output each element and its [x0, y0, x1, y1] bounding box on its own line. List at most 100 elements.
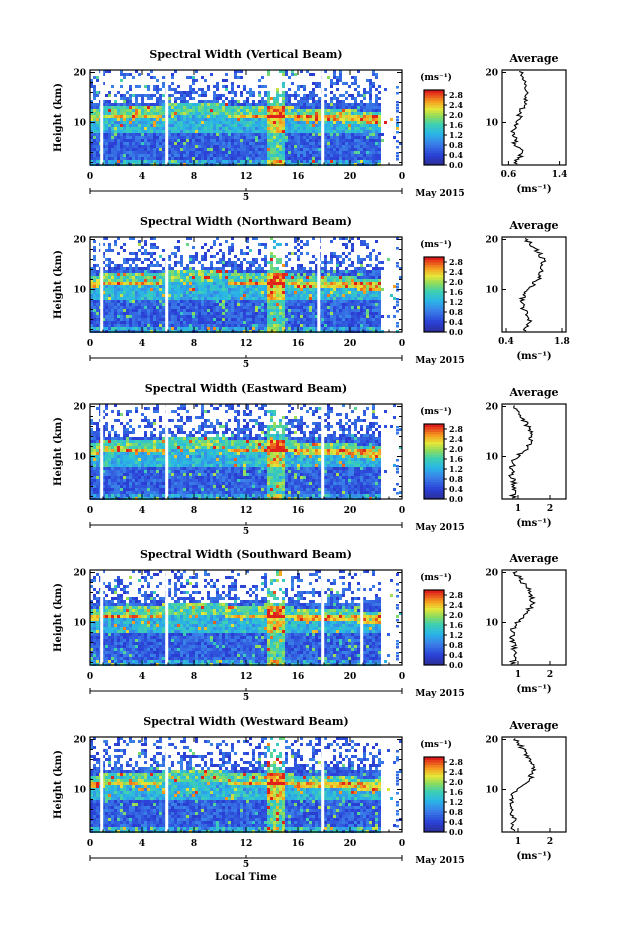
- colorbar-tick: 2.8: [449, 757, 463, 767]
- colorbar-tick: 0.8: [449, 807, 463, 817]
- colorbar-tick: 1.2: [449, 130, 463, 140]
- panel-title: Spectral Width (Northward Beam): [140, 215, 352, 228]
- x-tick-label: 4: [139, 172, 145, 182]
- data-gap: [165, 237, 169, 332]
- colorbar-tick: 0.4: [449, 484, 463, 494]
- data-gap: [165, 737, 169, 832]
- date-label: May 2015: [415, 689, 464, 699]
- heatmap-field: [90, 404, 402, 500]
- x-tick-label: 16: [292, 506, 305, 516]
- x-tick-label: 20: [344, 839, 357, 849]
- profile-line: [518, 238, 547, 332]
- panel-4: Spectral Width (Westward Beam)2010Height…: [53, 715, 567, 883]
- profile-line: [510, 70, 529, 165]
- profile-y-tick: 10: [485, 119, 498, 129]
- colorbar-tick: 2.0: [449, 277, 463, 287]
- y-tick-label: 20: [73, 736, 86, 746]
- x-tick-label: 4: [139, 839, 145, 849]
- x-tick-label: 12: [240, 839, 253, 849]
- profile-title: Average: [508, 552, 558, 565]
- y-tick-label: 20: [73, 236, 86, 246]
- x-tick-label: 20: [344, 672, 357, 682]
- x-axis-label: Local Time: [215, 872, 277, 883]
- x-tick-label: 16: [292, 172, 305, 182]
- x-tick-label: 12: [240, 506, 253, 516]
- data-gap: [100, 404, 104, 499]
- x-tick-label: 8: [191, 672, 197, 682]
- colorbar-tick: 0.0: [449, 827, 463, 837]
- x-tick-label: 0: [87, 839, 93, 849]
- date-tick-label: 5: [243, 860, 249, 870]
- data-gap: [100, 570, 104, 665]
- date-tick-label: 5: [243, 693, 249, 703]
- average-profile: Average 20 10 1 2 (ms⁻¹): [485, 386, 567, 529]
- data-gap: [165, 70, 169, 165]
- x-tick-label: 8: [191, 339, 197, 349]
- x-tick-label: 4: [139, 339, 145, 349]
- x-tick-label: 0: [399, 172, 405, 182]
- profile-y-tick: 20: [485, 736, 498, 746]
- profile-y-tick: 20: [485, 569, 498, 579]
- profile-x-tick: 1: [515, 670, 521, 680]
- panel-title: Spectral Width (Eastward Beam): [145, 382, 347, 395]
- panel-0: Spectral Width (Vertical Beam) 20 10 Height…: [53, 48, 567, 203]
- y-axis-label: Height (km): [53, 417, 64, 486]
- profile-x-tick: 1.8: [554, 337, 570, 347]
- x-tick-label: 20: [344, 506, 357, 516]
- profile-line: [508, 570, 536, 665]
- x-tick-label: 0: [399, 672, 405, 682]
- profile-title: Average: [508, 52, 558, 65]
- colorbar-tick: 0.8: [449, 307, 463, 317]
- y-axis-label: Height (km): [53, 83, 64, 152]
- x-tick-label: 0: [399, 339, 405, 349]
- heatmap-field: [90, 570, 402, 666]
- x-tick-label: 0: [87, 339, 93, 349]
- colorbar: (ms⁻¹) 2.82.42.01.61.20.80.40.0: [420, 406, 463, 504]
- date-label: May 2015: [415, 189, 464, 199]
- x-tick-label: 0: [399, 506, 405, 516]
- data-gap: [317, 237, 321, 332]
- profile-y-tick: 20: [485, 236, 498, 246]
- colorbar-tick: 2.4: [449, 267, 463, 277]
- average-profile: Average 20 10 1 2 (ms⁻¹): [485, 719, 567, 862]
- profile-x-label: (ms⁻¹): [516, 518, 551, 529]
- profile-y-tick: 20: [485, 403, 498, 413]
- date-tick-label: 5: [243, 360, 249, 370]
- colorbar-tick: 2.8: [449, 424, 463, 434]
- average-profile: Average 20 10 0.4 1.8(ms⁻¹): [485, 219, 569, 362]
- average-profile: Average 20 10 0.6 1.4(ms⁻¹): [485, 52, 567, 195]
- panel-1: Spectral Width (Northward Beam) 20 10 Heigh…: [53, 215, 570, 370]
- profile-x-tick: 0.6: [501, 170, 517, 180]
- panel-title: Spectral Width (Vertical Beam): [149, 48, 342, 61]
- profile-title: Average: [508, 719, 558, 732]
- panel-2: Spectral Width (Eastward Beam)2010Height…: [53, 382, 567, 537]
- x-tick-label: 0: [399, 839, 405, 849]
- colorbar-unit: (ms⁻¹): [420, 72, 452, 83]
- colorbar-tick: 0.0: [449, 660, 463, 670]
- y-tick-label: 20: [73, 403, 86, 413]
- colorbar-tick: 0.0: [449, 494, 463, 504]
- data-gap: [165, 404, 169, 499]
- colorbar-tick: 1.2: [449, 297, 463, 307]
- profile-x-tick: 2: [547, 504, 553, 514]
- colorbar: (ms⁻¹) 2.82.42.01.61.20.80.40.0: [420, 239, 463, 337]
- profile-x-label: (ms⁻¹): [516, 351, 551, 362]
- heatmap-field: [90, 237, 402, 333]
- colorbar-tick: 2.0: [449, 777, 463, 787]
- profile-x-label: (ms⁻¹): [516, 684, 551, 695]
- colorbar-tick: 1.6: [449, 120, 463, 130]
- average-profile: Average 20 10 1 2 (ms⁻¹): [485, 552, 567, 695]
- colorbar-tick: 1.6: [449, 787, 463, 797]
- colorbar-tick: 1.6: [449, 454, 463, 464]
- x-tick-label: 4: [139, 506, 145, 516]
- date-label: May 2015: [415, 856, 464, 866]
- y-tick-label: 20: [73, 69, 86, 79]
- y-axis-label: Height (km): [53, 750, 64, 819]
- colorbar-unit: (ms⁻¹): [420, 239, 452, 250]
- colorbar-tick: 2.0: [449, 110, 463, 120]
- y-tick-label: 10: [73, 286, 86, 296]
- x-tick-label: 12: [240, 339, 253, 349]
- colorbar-tick: 1.6: [449, 620, 463, 630]
- colorbar-tick: 2.4: [449, 434, 463, 444]
